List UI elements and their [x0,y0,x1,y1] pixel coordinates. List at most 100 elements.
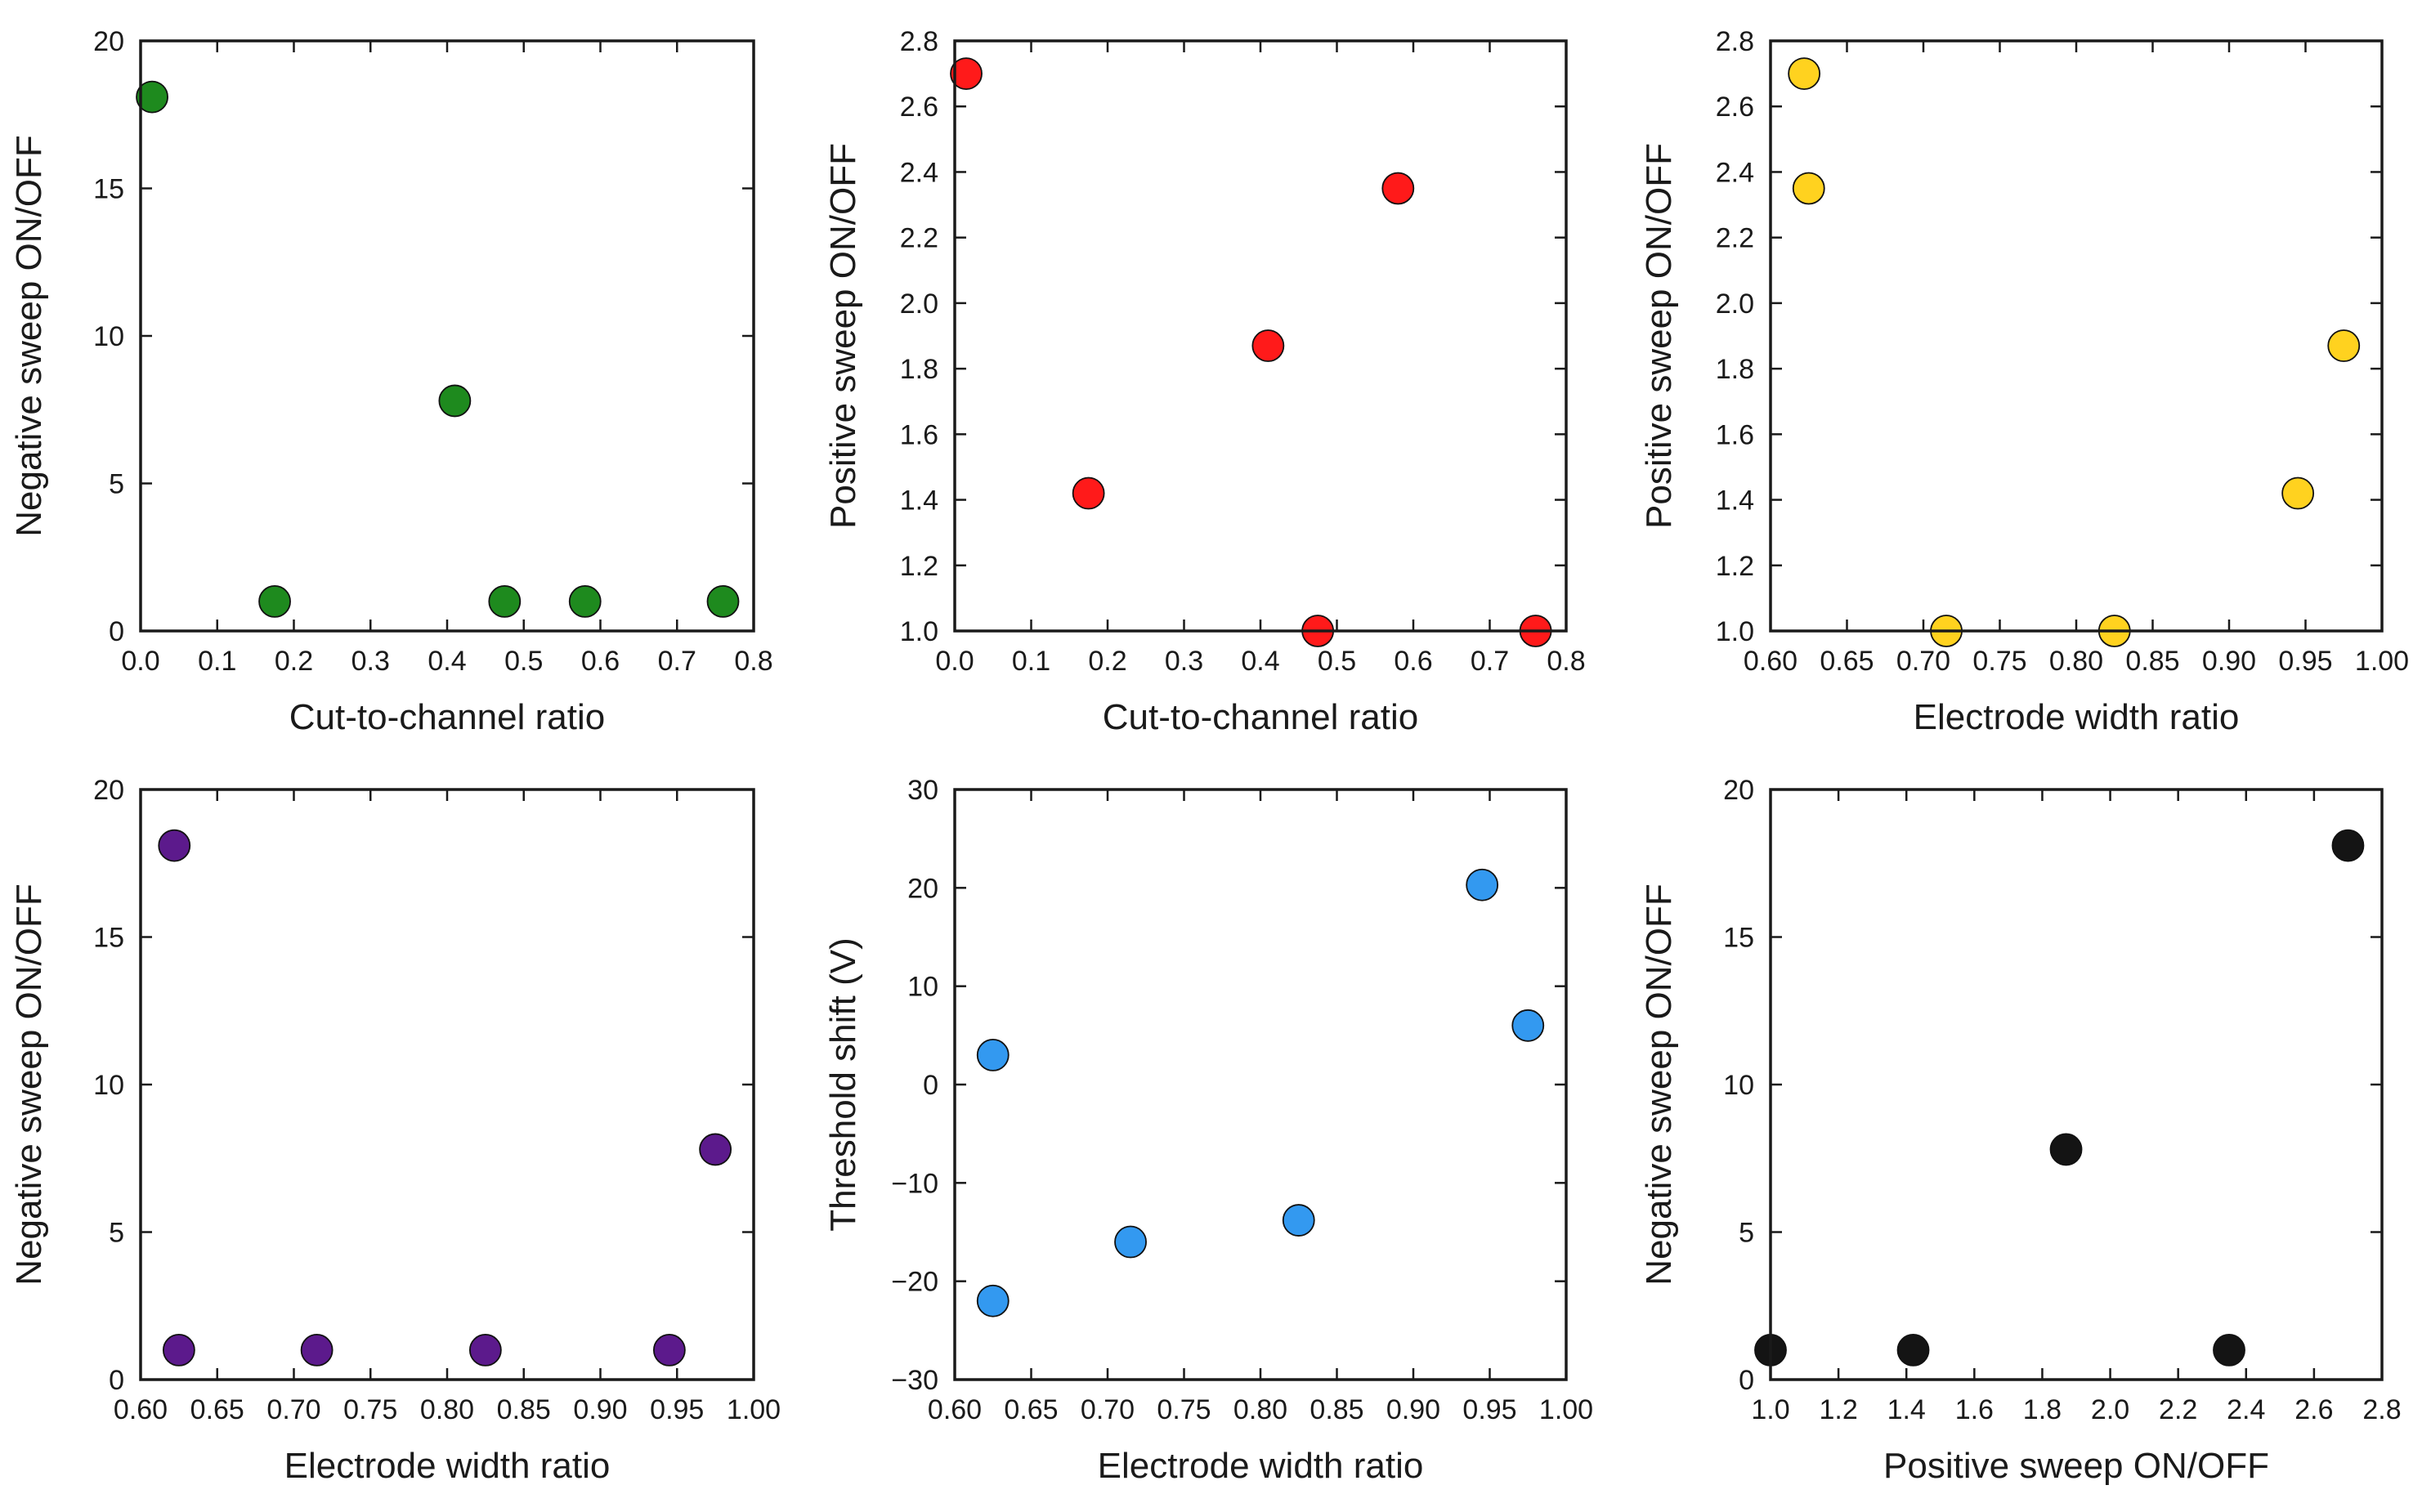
y-tick-label: 2.4 [900,157,938,188]
data-point [1792,172,1825,205]
x-tick-label: 1.0 [1751,1394,1789,1425]
data-point [1381,172,1415,205]
data-point [468,1334,502,1367]
x-tick-label: 1.6 [1955,1394,1994,1425]
x-tick-label: 0.5 [1318,646,1356,677]
data-point [162,1334,195,1367]
y-tick-label: 15 [93,174,124,205]
data-point [568,585,602,618]
y-tick-label: 1.8 [900,354,938,385]
subplot-6: 1.0 1.2 1.4 1.6 1.8 2.0 2.2 2.4 2.6 2.8 0 5 10 15 20 Po… [1639,775,2402,1486]
x-tick-label: 0.1 [1012,646,1050,677]
x-tick-label: 0.5 [504,646,543,677]
x-tick-label: 2.4 [2227,1394,2265,1425]
x-tick-label: 0.6 [581,646,620,677]
data-point [1788,57,1821,91]
x-tick-label: 0.75 [343,1394,397,1425]
x-tick-label: 0.2 [275,646,313,677]
y-tick-label: 2.4 [1716,157,1754,188]
data-point [652,1334,686,1367]
subplot-2: 0.0 0.1 0.2 0.3 0.4 0.5 0.6 0.7 0.8 1.0 1.2 1.4 1.6 1… [823,26,1586,737]
y-tick-label: 1.6 [900,419,938,450]
x-tick-label: 0.7 [658,646,696,677]
x-tick-label: 0.90 [1386,1394,1440,1425]
y-tick-label: 1.4 [1716,485,1754,517]
y-axis-label: Threshold shift (V) [823,937,863,1231]
plot-frame [953,39,1568,633]
y-axis-label: Positive sweep ON/OFF [823,143,863,529]
y-tick-label: 1.2 [900,551,938,582]
y-tick-label: 10 [93,1070,124,1101]
plot-frame [139,788,755,1381]
y-tick-label: 2.2 [900,223,938,254]
x-tick-label: 0.70 [1081,1394,1135,1425]
x-tick-label: 1.00 [1539,1394,1593,1425]
y-axis-label: Positive sweep ON/OFF [1639,143,1679,529]
plot-frame [953,788,1568,1381]
x-tick-label: 0.85 [2125,646,2179,677]
y-tick-label: 0 [923,1070,938,1101]
x-tick-label: 1.2 [1819,1394,1857,1425]
x-tick-label: 2.8 [2362,1394,2401,1425]
x-tick-label: 0.75 [1157,1394,1211,1425]
data-point [488,585,522,618]
x-tick-label: 0.65 [190,1394,244,1425]
y-tick-label: 10 [907,972,938,1003]
y-tick-label: 2.0 [1716,289,1754,320]
x-tick-label: 0.75 [1972,646,2026,677]
y-tick-label: 30 [907,775,938,806]
subplot-5: 0.60 0.65 0.70 0.75 0.80 0.85 0.90 0.95 1.00 −30 −… [823,775,1593,1486]
x-tick-label: 0.2 [1088,646,1126,677]
y-tick-label: 2.2 [1716,223,1754,254]
data-point [2331,829,2365,862]
x-tick-label: 0.8 [734,646,772,677]
y-tick-label: 20 [93,26,124,57]
x-tick-label: 0.60 [928,1394,982,1425]
x-axis-label: Cut-to-channel ratio [289,697,605,737]
y-axis-label: Negative sweep ON/OFF [9,883,49,1286]
y-tick-label: 15 [1723,923,1754,954]
y-tick-label: 1.0 [900,616,938,647]
plot-frame [1769,39,2384,633]
y-tick-label: 1.2 [1716,551,1754,582]
x-tick-label: 0.7 [1471,646,1509,677]
data-point [2281,476,2315,510]
data-point [2049,1133,2083,1166]
x-tick-label: 0.4 [1241,646,1279,677]
y-tick-label: −20 [891,1267,938,1298]
y-tick-label: 5 [1739,1218,1754,1249]
y-tick-label: 2.8 [900,26,938,57]
x-tick-label: 0.95 [1462,1394,1516,1425]
x-tick-label: 0.65 [1820,646,1874,677]
x-tick-label: 0.95 [2278,646,2332,677]
y-tick-label: 0 [1739,1365,1754,1396]
x-tick-label: 0.60 [1744,646,1798,677]
y-tick-label: 0 [109,1365,124,1396]
x-tick-label: 0.65 [1004,1394,1058,1425]
data-point [1511,1009,1545,1042]
subplot-1: 0.0 0.1 0.2 0.3 0.4 0.5 0.6 0.7 0.8 0 5 10 15 20 Cut-t… [9,26,773,737]
data-point [1114,1225,1147,1259]
y-tick-label: 5 [109,1218,124,1249]
x-tick-label: 0.3 [1165,646,1203,677]
x-tick-label: 0.80 [2049,646,2103,677]
y-tick-label: 0 [109,616,124,647]
data-point [300,1334,334,1367]
x-tick-label: 1.00 [2355,646,2409,677]
data-point [1896,1334,1930,1367]
x-tick-label: 0.3 [351,646,390,677]
y-tick-label: 15 [93,923,124,954]
data-point [258,585,291,618]
x-tick-label: 0.80 [420,1394,474,1425]
subplot-4: 0.60 0.65 0.70 0.75 0.80 0.85 0.90 0.95 1.00 0 5 10… [9,775,781,1486]
data-point [699,1133,732,1166]
x-tick-label: 0.90 [573,1394,627,1425]
y-axis-label: Negative sweep ON/OFF [9,135,49,537]
y-tick-label: 2.8 [1716,26,1754,57]
x-tick-label: 1.8 [2023,1394,2062,1425]
data-point [950,57,983,91]
data-point [438,384,472,418]
plot-frame [1769,788,2384,1381]
x-tick-label: 1.4 [1887,1394,1926,1425]
